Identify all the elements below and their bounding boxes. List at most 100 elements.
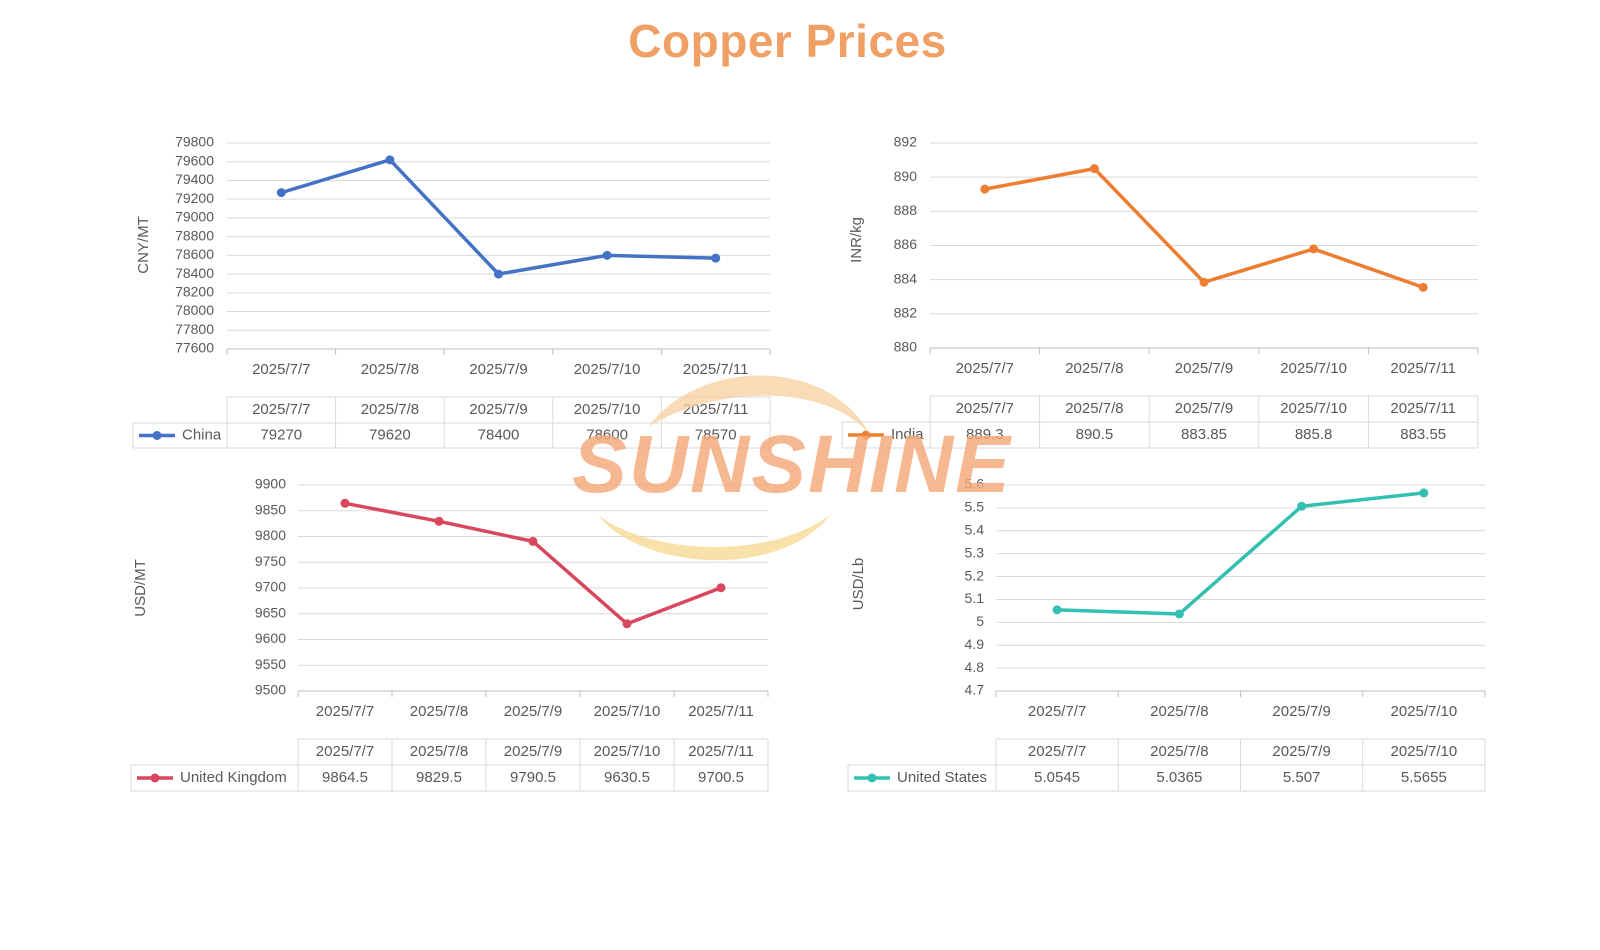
table-header-cell: 2025/7/11 bbox=[688, 743, 754, 760]
table-value-cell: 9790.5 bbox=[510, 769, 556, 786]
x-tick-label: 2025/7/11 bbox=[688, 703, 754, 720]
x-tick-label: 2025/7/9 bbox=[1175, 360, 1233, 377]
data-point bbox=[1174, 609, 1184, 619]
table-value-cell: 5.0365 bbox=[1156, 769, 1202, 786]
data-point bbox=[1418, 282, 1428, 292]
table-header-cell: 2025/7/8 bbox=[410, 743, 468, 760]
legend-marker bbox=[150, 773, 160, 783]
y-tick-label: 884 bbox=[894, 270, 918, 286]
table-value-cell: 883.55 bbox=[1400, 426, 1446, 443]
x-tick-label: 2025/7/7 bbox=[316, 703, 374, 720]
y-tick-label: 5.2 bbox=[965, 567, 985, 583]
data-point bbox=[494, 269, 503, 279]
x-tick-label: 2025/7/7 bbox=[956, 360, 1014, 377]
x-tick-label: 2025/7/10 bbox=[594, 703, 661, 720]
legend-marker bbox=[152, 431, 162, 440]
y-axis-label: USD/MT bbox=[132, 559, 149, 617]
table-header-cell: 2025/7/7 bbox=[252, 401, 310, 418]
x-tick-label: 2025/7/7 bbox=[252, 361, 310, 378]
x-tick-label: 2025/7/10 bbox=[1280, 360, 1347, 377]
y-tick-label: 892 bbox=[894, 134, 918, 150]
data-point bbox=[1309, 244, 1319, 254]
page-title: Copper Prices bbox=[628, 15, 947, 67]
table-header-cell: 2025/7/7 bbox=[956, 400, 1014, 417]
table-header-cell: 2025/7/10 bbox=[1391, 743, 1458, 760]
data-point bbox=[528, 536, 538, 546]
y-tick-label: 5.6 bbox=[965, 476, 985, 492]
data-point bbox=[716, 583, 726, 593]
x-tick-label: 2025/7/7 bbox=[1028, 703, 1086, 720]
table-header-cell: 2025/7/9 bbox=[1175, 400, 1233, 417]
table-header-cell: 2025/7/7 bbox=[1028, 743, 1086, 760]
x-tick-label: 2025/7/9 bbox=[469, 361, 527, 378]
y-tick-label: 78400 bbox=[175, 265, 214, 281]
series-line bbox=[1055, 491, 1426, 616]
legend-marker bbox=[867, 773, 877, 783]
table-value-cell: 78400 bbox=[478, 426, 520, 443]
y-tick-label: 77800 bbox=[175, 321, 214, 337]
y-tick-label: 78600 bbox=[175, 246, 214, 262]
y-tick-label: 78200 bbox=[175, 284, 214, 300]
y-tick-label: 882 bbox=[894, 305, 918, 321]
x-tick-label: 2025/7/9 bbox=[504, 703, 562, 720]
table-value-cell: 883.85 bbox=[1181, 426, 1227, 443]
data-point bbox=[602, 250, 612, 260]
data-point bbox=[340, 498, 350, 508]
y-tick-label: 9550 bbox=[255, 656, 286, 672]
x-tick-label: 2025/7/9 bbox=[1272, 703, 1330, 720]
table-value-cell: 889.3 bbox=[966, 426, 1004, 443]
data-point bbox=[434, 516, 444, 526]
legend-label: United Kingdom bbox=[180, 769, 287, 786]
table-value-cell: 79270 bbox=[260, 426, 302, 443]
legend-label: China bbox=[182, 426, 222, 443]
y-tick-label: 79400 bbox=[175, 171, 214, 187]
y-tick-label: 9750 bbox=[255, 553, 286, 569]
table-header-cell: 2025/7/7 bbox=[316, 743, 374, 760]
table-header-cell: 2025/7/10 bbox=[574, 401, 641, 418]
y-tick-label: 4.8 bbox=[965, 659, 985, 675]
table-value-cell: 9864.5 bbox=[322, 769, 368, 786]
table-value-cell: 885.8 bbox=[1295, 426, 1333, 443]
y-tick-label: 79000 bbox=[175, 209, 214, 225]
data-point bbox=[385, 155, 395, 165]
y-tick-label: 5.4 bbox=[965, 521, 985, 537]
y-tick-label: 890 bbox=[894, 168, 918, 184]
y-axis-label: CNY/MT bbox=[135, 216, 152, 274]
table-header-cell: 2025/7/11 bbox=[1390, 400, 1456, 417]
table-value-cell: 5.507 bbox=[1283, 769, 1321, 786]
y-tick-label: 4.7 bbox=[965, 682, 985, 698]
table-header-cell: 2025/7/9 bbox=[1272, 743, 1330, 760]
y-tick-label: 5.5 bbox=[965, 499, 985, 515]
data-point bbox=[622, 619, 632, 629]
y-tick-label: 79200 bbox=[175, 190, 214, 206]
data-point bbox=[1089, 164, 1099, 174]
x-tick-label: 2025/7/8 bbox=[410, 703, 468, 720]
y-tick-label: 9850 bbox=[255, 501, 286, 517]
table-value-cell: 5.5655 bbox=[1401, 769, 1447, 786]
y-tick-label: 9800 bbox=[255, 527, 286, 543]
y-tick-label: 5 bbox=[976, 613, 984, 629]
legend-label: India bbox=[891, 426, 924, 443]
table-value-cell: 78600 bbox=[586, 426, 628, 443]
y-tick-label: 78000 bbox=[175, 302, 214, 318]
y-tick-label: 79600 bbox=[175, 152, 214, 168]
legend-label: United States bbox=[897, 769, 987, 786]
x-tick-label: 2025/7/10 bbox=[574, 361, 641, 378]
data-point bbox=[711, 253, 721, 263]
table-header-cell: 2025/7/10 bbox=[1280, 400, 1347, 417]
x-tick-label: 2025/7/8 bbox=[1150, 703, 1208, 720]
data-point bbox=[1419, 488, 1429, 498]
y-tick-label: 880 bbox=[894, 339, 918, 355]
data-point bbox=[276, 188, 286, 198]
y-tick-label: 888 bbox=[894, 202, 918, 218]
data-point bbox=[1297, 501, 1307, 511]
table-value-cell: 79620 bbox=[369, 426, 411, 443]
table-header-cell: 2025/7/9 bbox=[469, 401, 527, 418]
y-tick-label: 9600 bbox=[255, 630, 286, 646]
table-value-cell: 9630.5 bbox=[604, 769, 650, 786]
y-axis-label: USD/Lb bbox=[850, 558, 867, 611]
y-tick-label: 9700 bbox=[255, 579, 286, 595]
y-axis-label: INR/kg bbox=[848, 217, 865, 263]
